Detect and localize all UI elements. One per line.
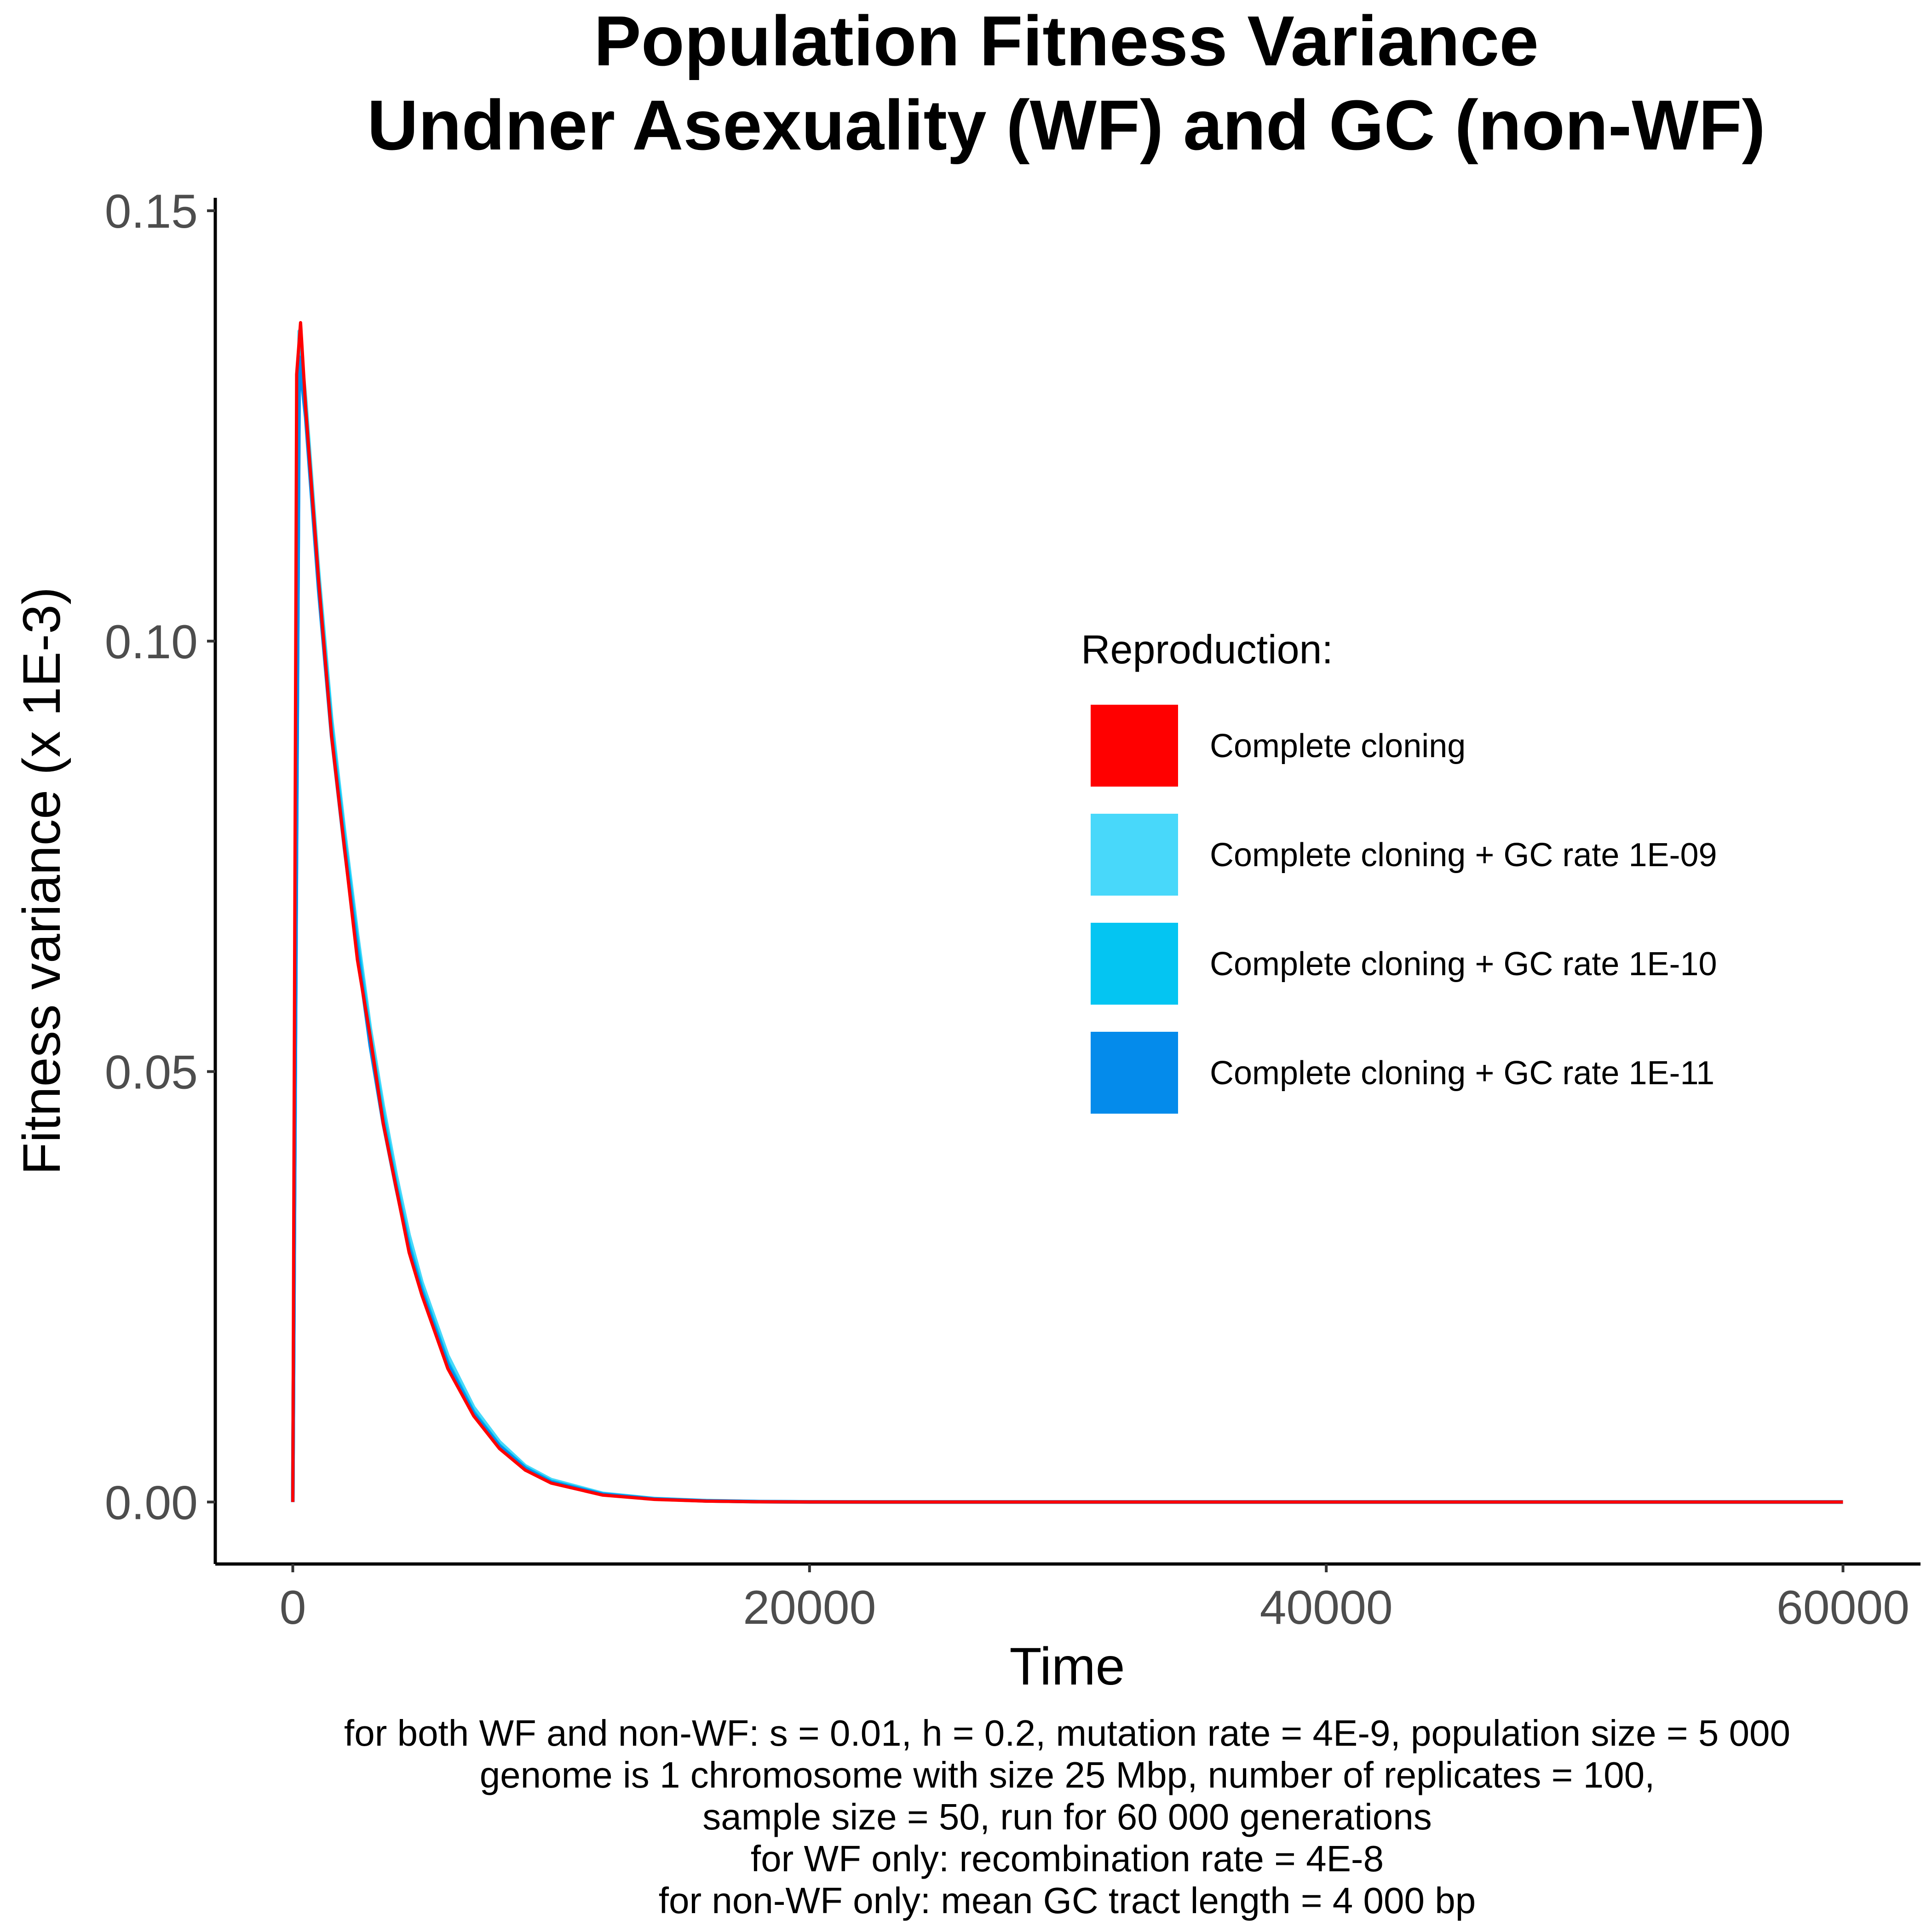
legend-label: Complete cloning + GC rate 1E-10: [1210, 946, 1717, 983]
y-tick-label: 0.00: [105, 1476, 198, 1530]
y-tick-label: 0.15: [105, 185, 198, 238]
plot-panel: 0 20000 40000 60000 0.00 0.05 0.10 0.15: [105, 185, 1920, 1634]
legend-swatch: [1091, 814, 1178, 896]
legend-item-complete-cloning: Complete cloning: [1091, 705, 1466, 787]
caption-line: for both WF and non-WF: s = 0.01, h = 0.…: [344, 1713, 1790, 1754]
legend-item-complete-cloning-gc-rate-1e-09: Complete cloning + GC rate 1E-09: [1091, 814, 1717, 896]
legend-item-complete-cloning-gc-rate-1e-11: Complete cloning + GC rate 1E-11: [1091, 1032, 1714, 1114]
chart-title-line-1: Population Fitness Variance: [594, 1, 1539, 80]
legend-swatch: [1091, 1032, 1178, 1114]
series-line-complete-cloning: [291, 321, 1843, 1504]
y-tick-label: 0.05: [105, 1046, 198, 1099]
legend-items: Complete cloning Complete cloning + GC ra…: [1091, 705, 1717, 1114]
x-axis-ticks: 0 20000 40000 60000: [280, 1564, 1909, 1634]
legend-swatch: [1091, 923, 1178, 1005]
y-axis-title: Fitness variance (x 1E-3): [12, 587, 71, 1175]
series-layer: [291, 321, 1843, 1504]
y-axis-ticks: 0.00 0.05 0.10 0.15: [105, 185, 215, 1530]
legend-item-complete-cloning-gc-rate-1e-10: Complete cloning + GC rate 1E-10: [1091, 923, 1717, 1005]
caption-line: for WF only: recombination rate = 4E-8: [751, 1838, 1384, 1879]
legend-title: Reproduction:: [1081, 627, 1333, 672]
x-tick-label: 60000: [1777, 1581, 1909, 1634]
caption-line: sample size = 50, run for 60 000 generat…: [702, 1796, 1432, 1837]
x-axis-title: Time: [1009, 1637, 1125, 1696]
x-tick-label: 40000: [1260, 1581, 1393, 1634]
legend-swatch: [1091, 705, 1178, 787]
caption-line: for non-WF only: mean GC tract length = …: [659, 1880, 1476, 1921]
legend-label: Complete cloning + GC rate 1E-09: [1210, 837, 1717, 874]
chart-title: Population Fitness Variance Undner Asexu…: [367, 1, 1765, 165]
caption: for both WF and non-WF: s = 0.01, h = 0.…: [344, 1713, 1790, 1921]
legend-label: Complete cloning + GC rate 1E-11: [1210, 1055, 1714, 1092]
x-tick-label: 20000: [743, 1581, 876, 1634]
caption-line: genome is 1 chromosome with size 25 Mbp,…: [480, 1754, 1655, 1795]
y-tick-label: 0.10: [105, 615, 198, 669]
chart-title-line-2: Undner Asexuality (WF) and GC (non-WF): [367, 86, 1765, 165]
legend-label: Complete cloning: [1210, 728, 1466, 765]
x-tick-label: 0: [280, 1581, 306, 1634]
